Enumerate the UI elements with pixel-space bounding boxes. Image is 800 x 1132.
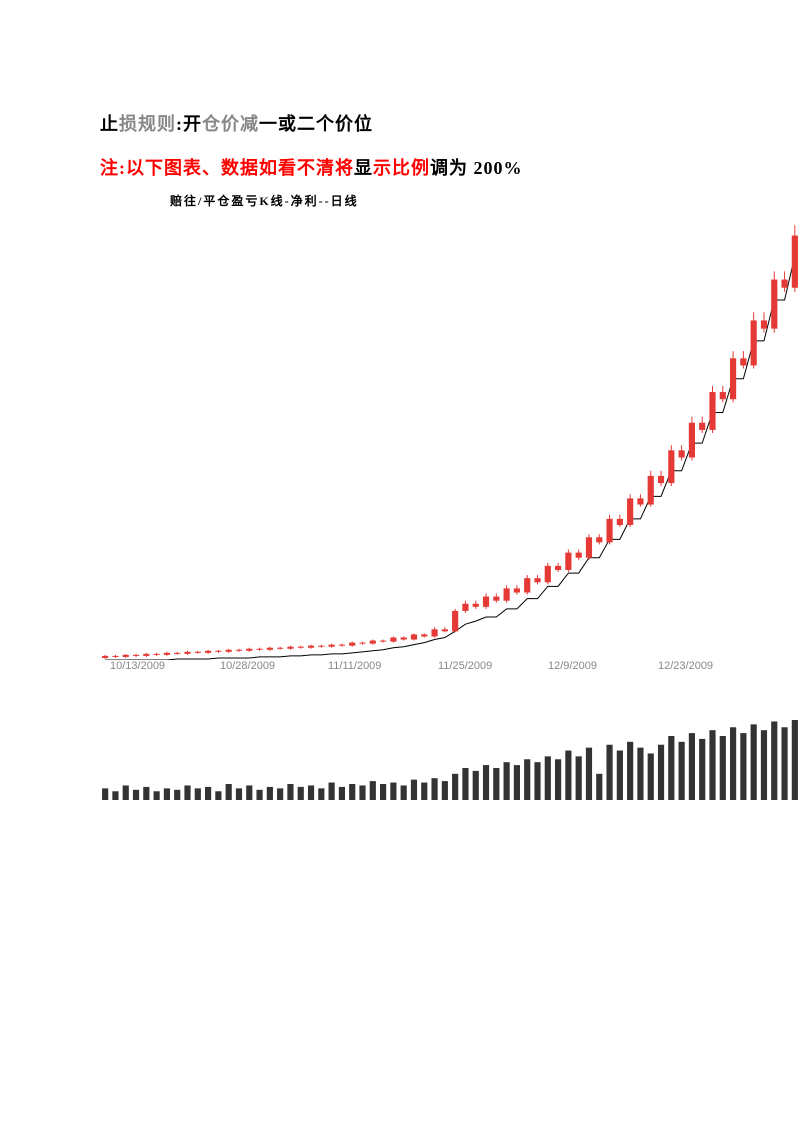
t: 一或二个价位 <box>259 114 373 134</box>
t: 损规则 <box>119 114 176 134</box>
volume-chart <box>100 720 800 800</box>
chart-title: 赔往/平仓盈亏K线-净利--日线 <box>170 192 359 209</box>
header-text: 止损规则:开仓价减一或二个价位 注:以下图表、数据如看不清将显示比例调为 200… <box>100 110 720 180</box>
x-tick-label: 10/13/2009 <box>110 660 165 672</box>
t: 显 <box>354 158 373 178</box>
x-tick-label: 10/28/2009 <box>220 660 275 672</box>
candlestick-chart <box>100 210 800 660</box>
x-tick-label: 12/9/2009 <box>548 660 597 672</box>
document-page: 止损规则:开仓价减一或二个价位 注:以下图表、数据如看不清将显示比例调为 200… <box>0 0 800 1132</box>
t: :开 <box>176 114 202 134</box>
t: 示比例 <box>373 158 430 178</box>
t: 仓价减 <box>202 114 259 134</box>
volume-svg <box>100 720 800 800</box>
x-tick-label: 11/25/2009 <box>438 660 492 672</box>
t: 止 <box>100 114 119 134</box>
chart-svg <box>100 210 800 660</box>
x-tick-label: 11/11/2009 <box>328 660 381 672</box>
stop-loss-rule-line: 止损规则:开仓价减一或二个价位 <box>100 110 720 136</box>
t: 图表、数据如看不清将 <box>164 158 354 178</box>
x-tick-label: 12/23/2009 <box>658 660 713 672</box>
note-line: 注:以下图表、数据如看不清将显示比例调为 200% <box>100 154 720 180</box>
t: 调为 200% <box>430 158 523 178</box>
t: 注:以下 <box>100 158 164 178</box>
